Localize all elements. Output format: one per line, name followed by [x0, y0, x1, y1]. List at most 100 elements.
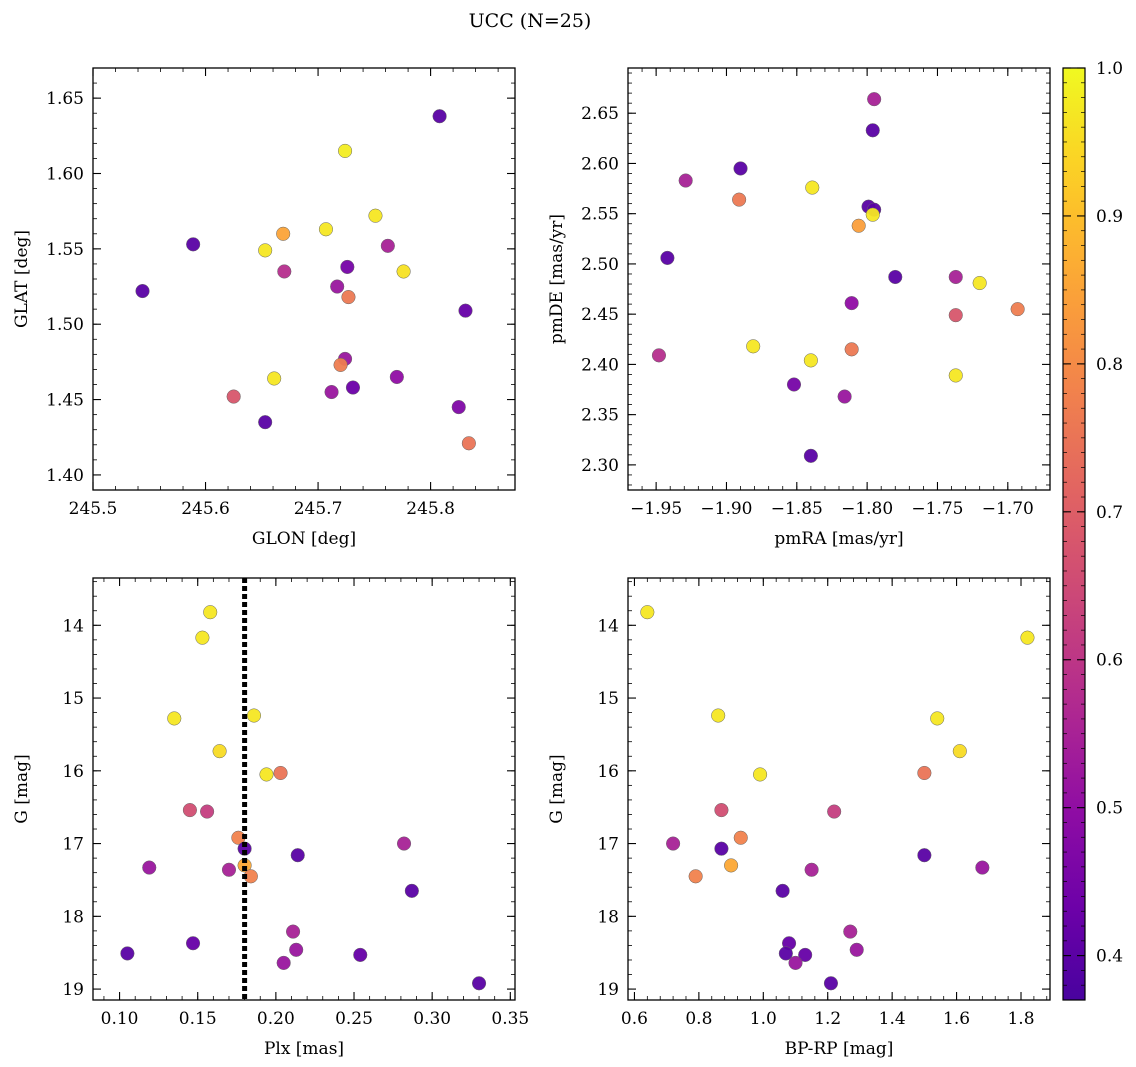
data-point — [843, 924, 858, 939]
x-tick-label: −1.95 — [630, 499, 682, 519]
x-tick-label: 245.6 — [181, 499, 230, 519]
data-point — [948, 308, 963, 323]
data-point — [803, 448, 818, 463]
axes-frame — [627, 577, 1051, 1001]
x-tick-label: 0.20 — [257, 1009, 295, 1029]
colorbar-tick-label: 0.5 — [1096, 799, 1123, 819]
x-tick-label: 0.25 — [335, 1009, 373, 1029]
data-point — [798, 947, 813, 962]
data-point — [333, 357, 348, 372]
data-point — [472, 976, 487, 991]
data-point — [289, 942, 304, 957]
y-tick-label: 1.55 — [46, 240, 84, 260]
y-tick-label: 1.50 — [46, 315, 84, 335]
x-axis-label: pmRA [mas/yr] — [774, 529, 903, 549]
data-point — [135, 284, 150, 299]
y-axis-label: G [mag] — [12, 754, 32, 823]
data-point — [803, 353, 818, 368]
data-point — [823, 976, 838, 991]
data-point — [212, 744, 227, 759]
data-point — [865, 123, 880, 138]
y-tick-label: 2.45 — [581, 305, 619, 325]
data-point — [837, 389, 852, 404]
x-tick-label: −1.90 — [700, 499, 752, 519]
y-tick-label: 17 — [62, 835, 84, 855]
data-point — [867, 92, 882, 107]
y-tick-label: 19 — [62, 980, 84, 1000]
y-tick-label: 1.40 — [46, 466, 84, 486]
colorbar-tick-label: 0.4 — [1096, 947, 1123, 967]
data-point — [186, 237, 201, 252]
x-tick-label: 1.6 — [943, 1009, 970, 1029]
y-axis-label: GLAT [deg] — [12, 230, 32, 328]
colorbar: 0.4 0.5 0.6 0.7 0.8 0.9 1.0 — [1062, 59, 1123, 1001]
data-point — [237, 841, 252, 856]
y-tick-label: 14 — [597, 616, 619, 636]
data-point — [277, 264, 292, 279]
y-tick-label: 2.55 — [581, 205, 619, 225]
data-point — [120, 946, 135, 961]
data-point — [827, 804, 842, 819]
panel-bprp-g: 0.6 0.8 1.0 1.2 1.4 1.6 1.8 14 15 16 17 18 19 BP-RP [… — [547, 577, 1051, 1059]
data-point — [396, 264, 411, 279]
data-point — [775, 883, 790, 898]
x-tick-label: 0.10 — [101, 1009, 139, 1029]
colorbar-tick-label: 0.8 — [1096, 355, 1123, 375]
data-point — [341, 290, 356, 305]
data-point — [276, 955, 291, 970]
data-point — [746, 339, 761, 354]
data-point — [952, 744, 967, 759]
data-point — [640, 605, 655, 620]
data-point — [804, 862, 819, 877]
data-point — [678, 173, 693, 188]
y-tick-label: 2.30 — [581, 456, 619, 476]
data-point — [1010, 302, 1025, 317]
x-tick-label: 0.30 — [413, 1009, 451, 1029]
data-point — [258, 415, 273, 430]
x-tick-label: 0.8 — [685, 1009, 712, 1029]
x-tick-label: 245.5 — [69, 499, 118, 519]
data-point — [888, 269, 903, 285]
y-tick-label: 2.50 — [581, 255, 619, 275]
x-tick-label: −1.85 — [771, 499, 823, 519]
data-point — [733, 161, 748, 176]
y-tick-label: 14 — [62, 616, 84, 636]
data-point — [788, 955, 803, 970]
colorbar-tick-label: 0.7 — [1096, 503, 1123, 523]
colorbar-bar — [1062, 67, 1086, 1001]
y-tick-label: 19 — [597, 980, 619, 1000]
colorbar-tick-label: 0.6 — [1096, 651, 1123, 671]
data-point — [1020, 630, 1035, 645]
data-point — [805, 180, 820, 195]
data-point — [930, 711, 945, 726]
x-axis-label: Plx [mas] — [264, 1039, 344, 1059]
x-tick-label: 1.8 — [1007, 1009, 1034, 1029]
y-tick-label: 17 — [597, 835, 619, 855]
data-point — [786, 377, 802, 392]
data-point — [732, 192, 747, 207]
colorbar-tick-label: 1.0 — [1096, 59, 1123, 79]
x-tick-label: −1.75 — [911, 499, 963, 519]
data-point — [666, 836, 681, 851]
data-point — [142, 860, 157, 875]
data-point — [324, 384, 339, 400]
data-point — [851, 218, 866, 233]
data-point — [353, 947, 368, 962]
data-point — [733, 830, 748, 845]
data-point — [330, 279, 345, 294]
x-tick-label: −1.70 — [982, 499, 1034, 519]
colorbar-tick-label: 0.9 — [1096, 207, 1123, 227]
panel-plx-g: 0.10 0.15 0.20 0.25 0.30 0.35 14 15 16 17 18 19 Plx … — [12, 577, 529, 1059]
y-tick-label: 18 — [62, 907, 84, 927]
data-point — [380, 238, 395, 253]
data-point — [276, 226, 291, 241]
data-point — [948, 269, 963, 285]
x-tick-label: 1.0 — [750, 1009, 777, 1029]
data-point — [461, 436, 476, 451]
x-tick-label: 1.2 — [814, 1009, 841, 1029]
data-point — [340, 259, 355, 274]
x-tick-label: 245.7 — [294, 499, 343, 519]
axes-frame — [627, 67, 1051, 491]
x-axis-label: GLON [deg] — [252, 529, 356, 549]
y-tick-label: 1.65 — [46, 89, 84, 109]
